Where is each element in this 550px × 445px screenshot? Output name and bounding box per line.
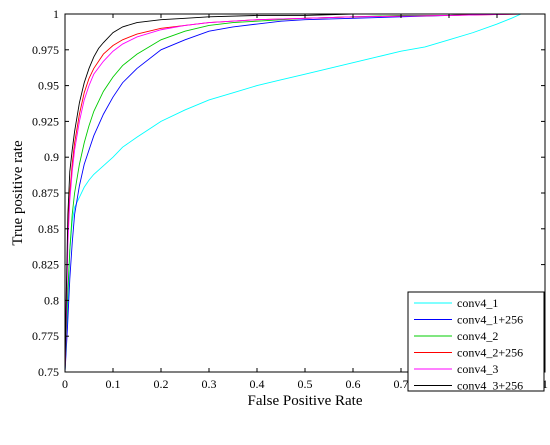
legend-label-1: conv4_1+256 <box>457 313 523 327</box>
y-tick-label: 0.75 <box>38 365 59 379</box>
x-tick-label: 0.6 <box>346 377 361 391</box>
legend-label-4: conv4_3 <box>457 362 498 376</box>
legend-label-2: conv4_2 <box>457 329 498 343</box>
series-line-4 <box>64 13 522 373</box>
y-tick-label: 0.875 <box>32 186 59 200</box>
legend: conv4_1 conv4_1+256 conv4_2 conv4_2+256conv… <box>407 291 545 393</box>
series-layer <box>64 13 522 373</box>
x-tick-label: 0.7 <box>394 377 409 391</box>
x-tick-label: 1 <box>542 377 548 391</box>
y-axis: 0.75 0.775 0.8 0.825 0.85 0.875 0.9 0.925 0.95 0.… <box>32 7 545 379</box>
y-tick-label: 0.975 <box>32 43 59 57</box>
x-tick-label: 0 <box>62 377 68 391</box>
y-tick-label: 1 <box>53 7 59 21</box>
x-tick-label: 0.4 <box>250 377 265 391</box>
y-tick-label: 0.775 <box>32 329 59 343</box>
x-tick-label: 0.1 <box>106 377 121 391</box>
y-tick-label: 0.85 <box>38 222 59 236</box>
y-tick-label: 0.925 <box>32 114 59 128</box>
series-line-1 <box>64 13 521 373</box>
series-line-5 <box>64 13 521 373</box>
x-tick-label: 0.2 <box>154 377 169 391</box>
y-tick-label: 0.8 <box>44 293 59 307</box>
legend-label-0: conv4_1 <box>457 296 498 310</box>
y-tick-label: 0.825 <box>32 258 59 272</box>
x-tick-label: 0.5 <box>298 377 313 391</box>
x-tick-label: 0.3 <box>202 377 217 391</box>
series-line-0 <box>64 13 522 373</box>
y-tick-label: 0.9 <box>44 150 59 164</box>
legend-box <box>407 291 545 392</box>
legend-label-5: conv4_3+256 <box>457 379 523 393</box>
legend-label-3: conv4_2+256 <box>457 346 523 360</box>
y-tick-label: 0.95 <box>38 79 59 93</box>
x-axis-label: False Positive Rate <box>248 393 363 409</box>
y-axis-label: True positive rate <box>10 140 26 246</box>
